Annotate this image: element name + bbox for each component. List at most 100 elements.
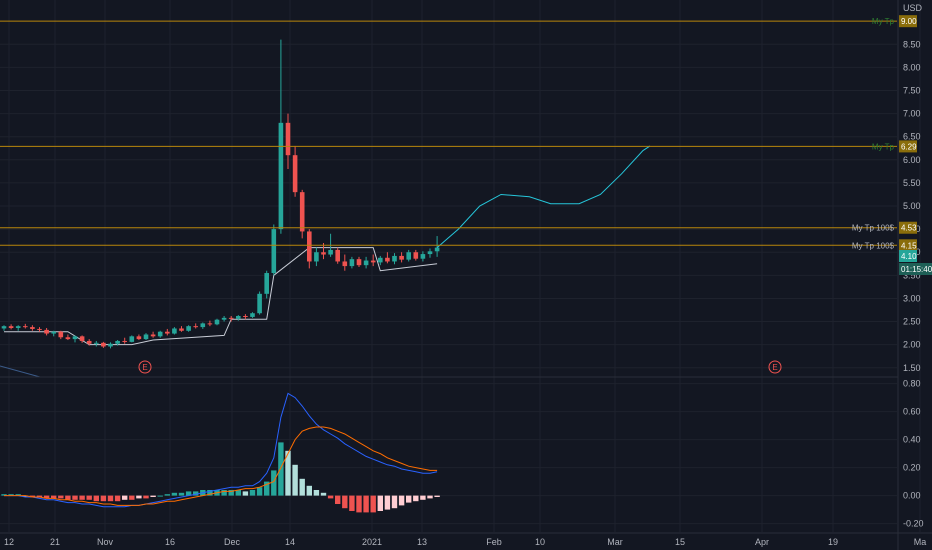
candle[interactable] (420, 254, 426, 259)
candle[interactable] (250, 313, 255, 317)
candle[interactable] (115, 340, 120, 344)
candle[interactable] (179, 328, 184, 331)
macd-histogram-bar (228, 490, 234, 496)
macd-histogram-bar (406, 495, 412, 503)
candle[interactable] (186, 326, 191, 331)
candle[interactable] (236, 316, 241, 319)
candle[interactable] (86, 340, 92, 344)
candle[interactable] (335, 249, 340, 262)
time-tick-label: 16 (165, 537, 175, 547)
time-tick-label: Nov (97, 537, 114, 547)
price-tick-label: 3.50 (903, 270, 921, 280)
price-pane[interactable] (0, 39, 651, 378)
candle[interactable] (363, 260, 369, 266)
candle[interactable] (271, 229, 277, 274)
candle[interactable] (51, 331, 56, 334)
candle[interactable] (427, 251, 433, 255)
macd-histogram-bar (384, 495, 391, 510)
candle[interactable] (15, 326, 21, 329)
candle[interactable] (37, 328, 42, 330)
macd-tick-label: 0.60 (903, 407, 921, 417)
price-tick-label: 2.50 (903, 317, 921, 327)
candle[interactable] (172, 328, 177, 334)
horizontal-lines[interactable]: My Tp 9.00 My Tp 6.29 My Tp 100$ 4.53 My Tp 10… (0, 15, 917, 252)
candle[interactable] (378, 257, 383, 263)
candle[interactable] (370, 260, 376, 263)
candle[interactable] (278, 122, 284, 230)
candle[interactable] (292, 155, 298, 193)
target-price-badge-value: 6.29 (901, 142, 917, 151)
candle[interactable] (413, 252, 419, 259)
candle[interactable] (328, 249, 333, 255)
candle[interactable] (434, 247, 440, 252)
candle[interactable] (136, 336, 142, 340)
earnings-marker[interactable]: E (768, 360, 782, 374)
macd-histogram-bar (15, 494, 21, 496)
candle[interactable] (314, 252, 319, 262)
macd-histogram-bar (292, 464, 298, 496)
macd-histogram-bar (306, 485, 312, 496)
target-price-badge-value: 4.15 (901, 241, 917, 250)
candle[interactable] (122, 340, 127, 342)
target-line-label: My Tp 100$ (852, 241, 895, 250)
price-tick-label: 1.50 (903, 363, 921, 373)
candle[interactable] (257, 293, 262, 314)
candle[interactable] (385, 257, 390, 262)
target-price-badge-value: 4.53 (901, 224, 917, 233)
candle[interactable] (356, 259, 362, 266)
candle[interactable] (228, 317, 234, 319)
candle[interactable] (157, 331, 163, 337)
macd-histogram-bar (235, 490, 241, 496)
trend-line[interactable] (0, 365, 41, 378)
candle[interactable] (150, 334, 156, 337)
candle[interactable] (94, 342, 99, 344)
candle[interactable] (1, 326, 7, 329)
candle[interactable] (200, 323, 206, 328)
macd-histogram-bar (377, 495, 383, 511)
earnings-marker-label: E (142, 363, 147, 372)
candle[interactable] (321, 252, 326, 255)
macd-histogram-bar (164, 494, 170, 496)
macd-histogram-bar (150, 495, 156, 497)
candle[interactable] (72, 336, 78, 340)
candle[interactable] (65, 337, 71, 340)
macd-histogram-bar (122, 495, 128, 500)
projection-path[interactable] (436, 145, 651, 248)
candle[interactable] (165, 331, 170, 334)
candle[interactable] (299, 192, 305, 232)
earnings-marker[interactable]: E (138, 360, 152, 374)
candle[interactable] (207, 323, 213, 325)
macd-tick-label: 0.80 (903, 379, 921, 389)
candle[interactable] (23, 326, 28, 328)
time-axis[interactable]: 12 21 Nov 16 Dec 14 2021 13 Feb 10 Mar 15 Apr 19 Ma (4, 537, 926, 547)
candle[interactable] (399, 255, 404, 260)
candle[interactable] (193, 326, 198, 328)
macd-axis[interactable]: 0.80 0.60 0.40 0.20 0.00 -0.20 (903, 379, 924, 529)
candle[interactable] (243, 316, 248, 318)
candle[interactable] (58, 331, 64, 338)
candle[interactable] (30, 327, 35, 329)
candle[interactable] (101, 342, 106, 347)
candle[interactable] (143, 334, 149, 340)
candle[interactable] (285, 122, 291, 156)
current-price-value: 4.10 (901, 252, 917, 261)
candle[interactable] (392, 255, 397, 262)
macd-pane[interactable] (1, 392, 440, 513)
macd-histogram-bar (107, 495, 114, 502)
candle[interactable] (214, 319, 220, 325)
candle[interactable] (129, 336, 135, 342)
macd-histogram-bar (391, 495, 398, 509)
countdown-value: 01:15:40 (901, 265, 932, 274)
candle[interactable] (221, 317, 227, 320)
candle[interactable] (342, 261, 348, 267)
candle[interactable] (406, 252, 411, 260)
candle[interactable] (307, 231, 312, 262)
candle[interactable] (264, 273, 269, 294)
candle[interactable] (108, 343, 113, 347)
candle[interactable] (8, 326, 14, 329)
candle[interactable] (79, 336, 85, 341)
price-axis[interactable]: 8.508.007.507.006.506.005.505.004.504.00… (903, 39, 921, 372)
candle[interactable] (349, 259, 355, 267)
candle[interactable] (44, 329, 49, 334)
